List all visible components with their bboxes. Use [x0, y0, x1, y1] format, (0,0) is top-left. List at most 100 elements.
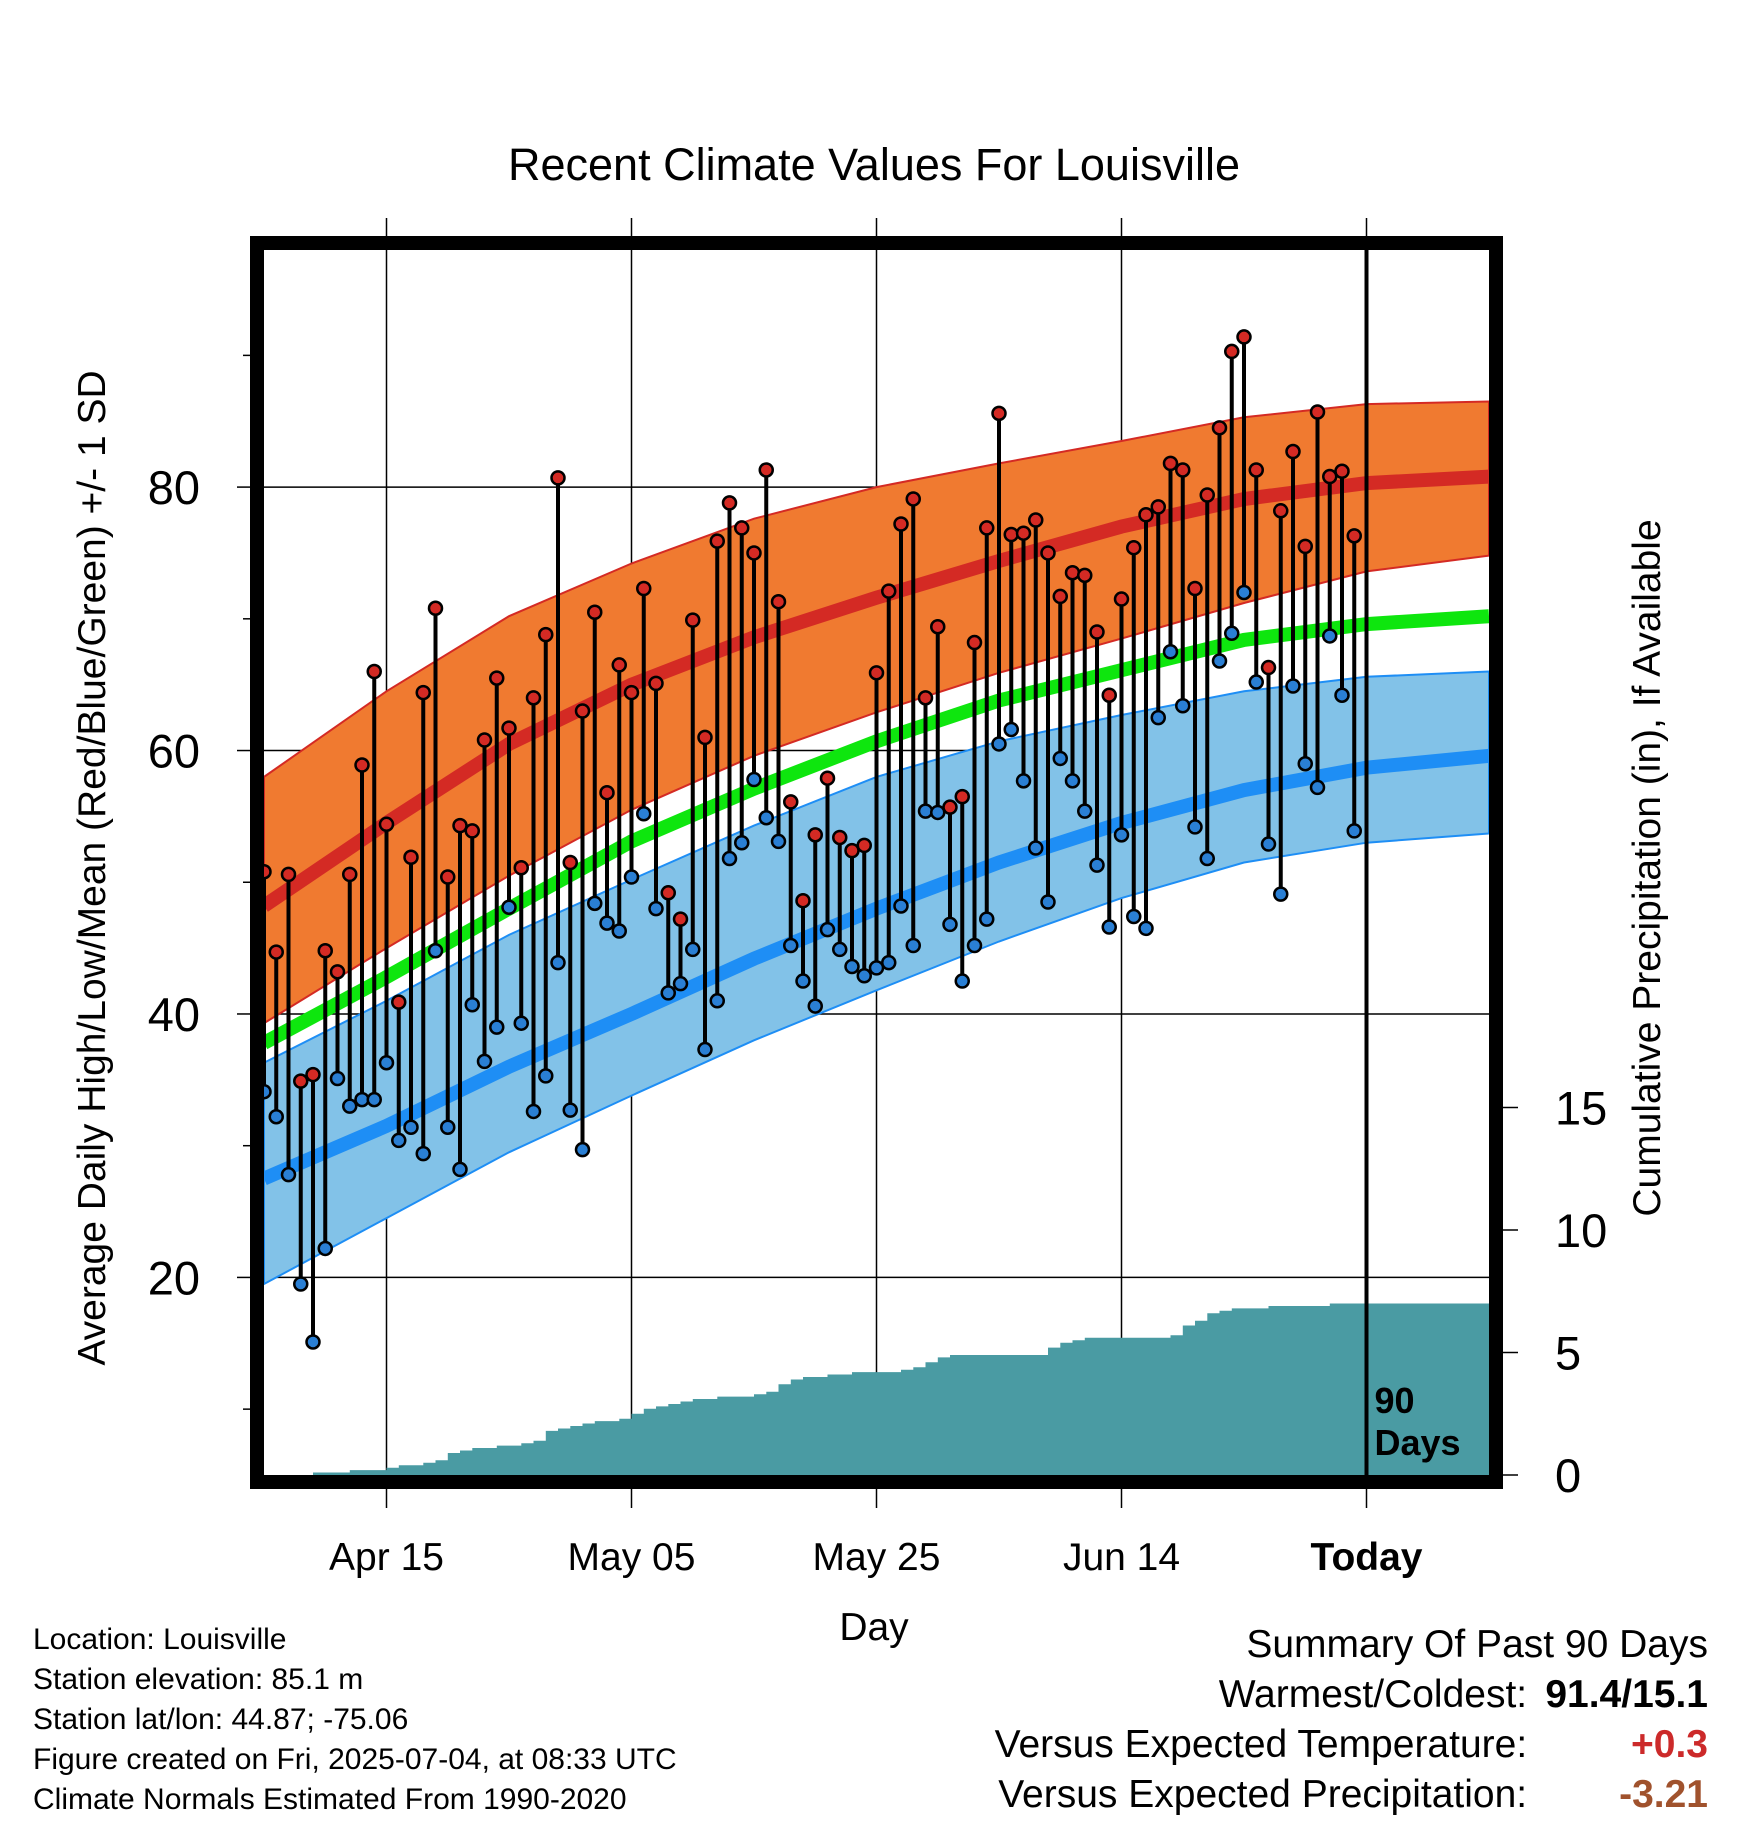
precip-anomaly-value: -3.21: [1619, 1773, 1708, 1816]
daily-observation: [427, 600, 444, 959]
daily-high-point: [513, 860, 529, 876]
y2-tick-label: 5: [1555, 1327, 1581, 1380]
daily-low-point: [268, 1108, 284, 1125]
daily-high-point: [660, 885, 676, 901]
daily-low-point: [1260, 836, 1277, 852]
daily-high-point: [746, 545, 762, 561]
daily-low-point: [734, 834, 750, 851]
daily-observation: [1211, 420, 1228, 669]
observations: [256, 329, 1362, 1350]
daily-observation: [305, 1066, 321, 1350]
daily-high-point: [991, 405, 1007, 422]
daily-high-point: [1064, 564, 1081, 581]
daily-high-point: [391, 994, 407, 1010]
daily-high-point: [917, 690, 934, 706]
x-axis-title: Day: [839, 1606, 909, 1649]
daily-observation: [721, 495, 738, 867]
daily-low-point: [599, 915, 615, 931]
daily-observation: [660, 885, 676, 1001]
daily-low-point: [795, 973, 811, 989]
daily-observation: [464, 823, 480, 1013]
daily-high-point: [329, 964, 346, 980]
daily-observation: [966, 634, 983, 954]
warmest-coldest-value: 91.4/15.1: [1545, 1673, 1708, 1716]
daily-high-point: [1040, 545, 1056, 561]
plot-border: [250, 236, 1503, 1489]
summary-heading: Summary Of Past 90 Days: [1246, 1623, 1708, 1666]
normal-high-line: [264, 469, 1489, 912]
daily-low-point: [1199, 850, 1215, 867]
daily-low-point: [1040, 894, 1056, 910]
daily-low-point: [1028, 840, 1044, 856]
daily-high-point: [1273, 503, 1289, 519]
daily-observation: [819, 770, 836, 938]
daily-high-point: [770, 593, 787, 610]
daily-observation: [844, 842, 860, 975]
daily-low-point: [587, 895, 603, 912]
y-axis-title: Average Daily High/Low/Mean (Red/Blue/Gr…: [71, 370, 114, 1365]
daily-observation: [770, 593, 787, 850]
daily-high-point: [1015, 525, 1032, 541]
daily-high-point: [366, 663, 382, 680]
daily-observation: [1309, 404, 1326, 796]
daily-observation: [1273, 503, 1289, 902]
daily-observation: [1260, 659, 1277, 852]
precip-anomaly-row: Versus Expected Precipitation: -3.21: [995, 1770, 1708, 1820]
daily-observation: [672, 911, 689, 992]
daily-low-point: [1211, 653, 1228, 669]
daily-low-point: [574, 1141, 591, 1158]
daily-observation: [366, 663, 382, 1108]
daily-low-point: [721, 850, 738, 867]
daily-low-point: [1297, 755, 1313, 772]
daily-low-point: [966, 937, 983, 954]
daily-high-point: [1224, 343, 1240, 360]
daily-observation: [293, 1073, 309, 1292]
daily-high-point: [562, 854, 578, 871]
daily-high-point: [342, 866, 358, 883]
daily-high-point: [807, 827, 823, 843]
daily-high-point: [1346, 528, 1362, 544]
daily-low-point: [489, 1019, 505, 1035]
daily-high-point: [966, 634, 983, 651]
daily-high-point: [1101, 687, 1117, 703]
daily-observation: [403, 849, 419, 1136]
precip-anomaly-label: Versus Expected Precipitation:: [998, 1773, 1528, 1816]
daily-observation: [623, 684, 640, 885]
daily-high-point: [317, 943, 333, 959]
daily-high-point: [819, 770, 836, 786]
daily-high-point: [1077, 567, 1093, 584]
daily-high-point: [305, 1066, 321, 1083]
daily-high-point: [464, 823, 480, 839]
daily-high-point: [1199, 487, 1215, 503]
daily-low-point: [452, 1161, 468, 1178]
daily-low-point: [758, 809, 774, 826]
daily-observation: [1187, 580, 1203, 835]
daily-observation: [599, 784, 615, 931]
daily-observation: [942, 799, 958, 933]
daily-low-point: [893, 898, 909, 914]
daily-low-point: [783, 937, 799, 954]
cumulative-precip-area: [264, 1303, 1489, 1475]
daily-low-point: [501, 899, 517, 916]
temp-anomaly-row: Versus Expected Temperature: +0.3: [995, 1720, 1708, 1770]
daily-high-point: [734, 520, 750, 536]
daily-observation: [476, 732, 493, 1070]
daily-observation: [280, 866, 297, 1183]
daily-high-point: [574, 703, 591, 719]
daily-observation: [905, 491, 921, 954]
y2-tick-label: 10: [1555, 1204, 1607, 1257]
warmest-coldest-row: Warmest/Coldest: 91.4/15.1: [995, 1670, 1708, 1720]
daily-high-point: [1309, 404, 1326, 420]
daily-low-point: [1064, 773, 1081, 789]
daily-low-point: [391, 1132, 407, 1149]
daily-low-point: [366, 1091, 382, 1108]
daily-high-point: [1052, 588, 1068, 605]
daily-low-point: [293, 1276, 309, 1292]
daily-high-point: [979, 520, 995, 536]
daily-low-point: [1089, 857, 1105, 873]
daily-high-point: [1175, 462, 1191, 478]
daily-observation: [415, 684, 431, 1162]
daily-observation: [1077, 567, 1093, 819]
daily-observation: [1285, 443, 1301, 694]
daily-high-point: [1162, 455, 1179, 472]
